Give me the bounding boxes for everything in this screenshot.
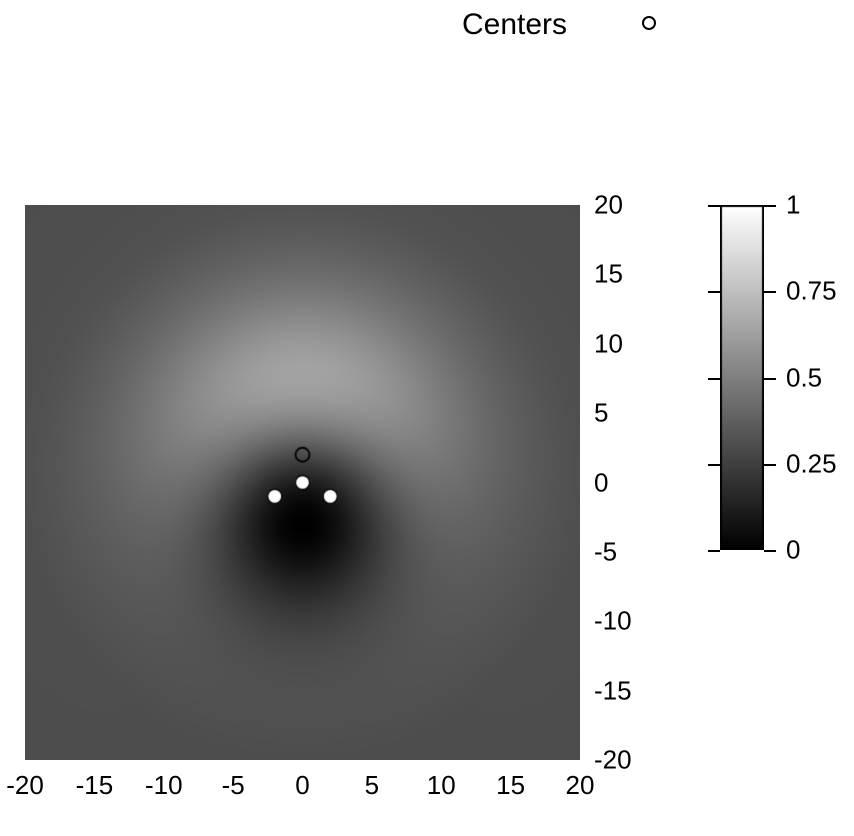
x-tick-label: -10 xyxy=(145,770,183,801)
y-tick-label: -5 xyxy=(594,536,617,567)
y-tick-label: 20 xyxy=(594,190,623,221)
heatmap-plot xyxy=(25,205,580,760)
colorbar-tick-label: 0.5 xyxy=(786,362,822,393)
x-tick-label: -5 xyxy=(222,770,245,801)
colorbar-tick-mark xyxy=(764,464,776,466)
x-tick-label: 20 xyxy=(566,770,595,801)
y-tick-label: 0 xyxy=(594,467,608,498)
colorbar-tick-label: 0 xyxy=(786,535,800,566)
y-tick-label: -15 xyxy=(594,675,632,706)
colorbar-tick-mark xyxy=(764,378,776,380)
legend-centers-text: Centers xyxy=(462,8,567,42)
x-tick-label: 5 xyxy=(365,770,379,801)
colorbar-tick-label: 1 xyxy=(786,190,800,221)
colorbar-tick-mark xyxy=(764,291,776,293)
y-tick-label: -10 xyxy=(594,606,632,637)
y-tick-label: 10 xyxy=(594,328,623,359)
x-tick-label: -15 xyxy=(76,770,114,801)
y-tick-label: -20 xyxy=(594,745,632,776)
colorbar-tick-label: 0.75 xyxy=(786,276,837,307)
colorbar xyxy=(720,205,764,550)
colorbar-tick-mark xyxy=(708,550,720,552)
colorbar-tick-mark xyxy=(708,205,720,207)
x-tick-label: 0 xyxy=(295,770,309,801)
legend-centers-marker xyxy=(642,16,656,30)
colorbar-tick-mark xyxy=(708,291,720,293)
x-tick-label: 15 xyxy=(496,770,525,801)
x-tick-label: 10 xyxy=(427,770,456,801)
colorbar-tick-mark xyxy=(764,550,776,552)
heatmap-canvas xyxy=(25,205,580,760)
colorbar-tick-mark xyxy=(708,378,720,380)
x-tick-label: -20 xyxy=(6,770,44,801)
colorbar-tick-mark xyxy=(708,464,720,466)
y-tick-label: 5 xyxy=(594,398,608,429)
colorbar-tick-label: 0.25 xyxy=(786,448,837,479)
y-tick-label: 15 xyxy=(594,259,623,290)
colorbar-tick-mark xyxy=(764,205,776,207)
